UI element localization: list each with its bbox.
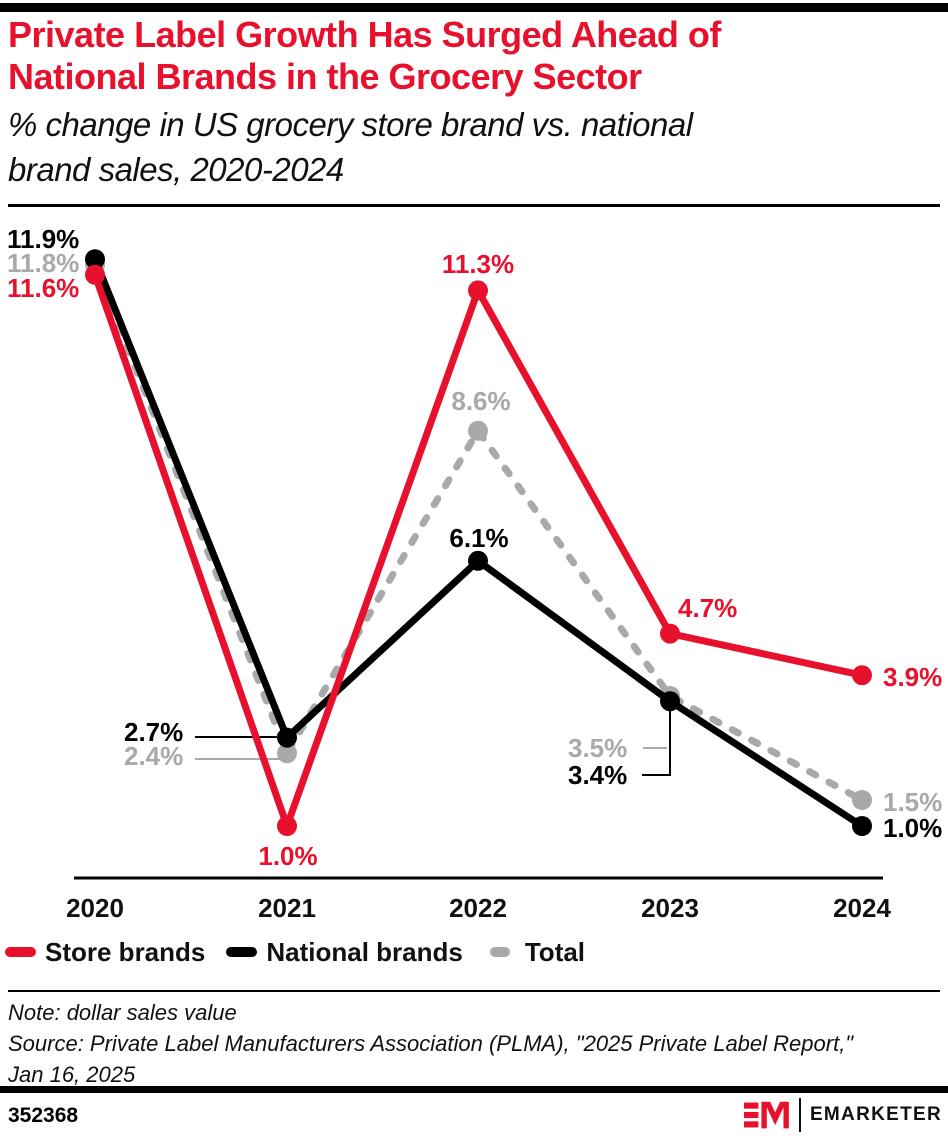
data-label-national-brands-2024: 1.0% — [883, 813, 943, 843]
x-axis-label-2021: 2021 — [258, 893, 316, 923]
data-label-national-brands-2021: 2.7% — [124, 717, 184, 747]
brand-logo: EMARKETER — [743, 1096, 942, 1134]
point-national-brands-2024 — [852, 816, 872, 836]
emarketer-em-icon — [743, 1101, 789, 1129]
logo-divider — [798, 1098, 801, 1132]
data-label-total-2022: 8.6% — [451, 386, 511, 416]
point-store-brands-2023 — [660, 623, 680, 644]
point-store-brands-2021 — [277, 816, 297, 836]
x-axis-label-2022: 2022 — [449, 893, 507, 923]
x-axis-label-2024: 2024 — [833, 893, 891, 923]
data-label-national-brands-2023: 3.4% — [568, 760, 628, 790]
source-text-line1: Source: Private Label Manufacturers Asso… — [8, 1031, 854, 1056]
legend-label-store-brands: Store brands — [45, 936, 206, 967]
data-label-total-2020: 11.8% — [7, 248, 80, 278]
note-text: Note: dollar sales value — [8, 1000, 237, 1025]
data-label-national-brands-2022: 6.1% — [449, 523, 509, 553]
emarketer-wordmark: EMARKETER — [809, 1104, 942, 1125]
data-label-total-2023: 3.5% — [568, 733, 628, 763]
chart-subtitle-line2: brand sales, 2020-2024 — [8, 151, 344, 188]
legend-label-national-brands: National brands — [266, 936, 463, 967]
header-divider — [8, 204, 940, 207]
point-national-brands-2021 — [277, 727, 297, 748]
point-store-brands-2022 — [468, 280, 488, 301]
chart-title: Private Label Growth Has Surged Ahead of… — [8, 14, 938, 98]
chart-subtitle-line1: % change in US grocery store brand vs. n… — [8, 106, 693, 143]
x-axis-label-2023: 2023 — [641, 893, 699, 923]
chart-legend: Store brands National brands Total — [5, 936, 585, 968]
legend-label-total: Total — [524, 936, 586, 967]
legend-item-store-brands: Store brands — [5, 937, 205, 968]
leader-line-3 — [642, 708, 671, 776]
chart-title-line1: Private Label Growth Has Surged Ahead of — [8, 14, 721, 55]
point-national-brands-2020 — [85, 249, 105, 270]
chart-title-line2: National Brands in the Grocery Sector — [8, 56, 642, 97]
point-total-2021 — [277, 743, 297, 764]
point-total-2024 — [852, 790, 872, 810]
total-swatch — [489, 947, 510, 957]
point-total-2022 — [468, 420, 488, 441]
notes-block: Note: dollar sales value Source: Private… — [8, 997, 942, 1090]
point-national-brands-2023 — [660, 691, 680, 712]
point-store-brands-2024 — [852, 665, 872, 686]
top-accent-bar — [0, 3, 948, 12]
legend-item-total: Total — [484, 937, 585, 968]
data-label-store-brands-2023: 4.7% — [678, 593, 738, 623]
source-text-line2: Jan 16, 2025 — [8, 1062, 136, 1087]
point-store-brands-2020 — [85, 264, 105, 285]
legend-item-national-brands: National brands — [226, 936, 463, 968]
notes-divider — [8, 990, 940, 992]
x-axis-label-2020: 2020 — [66, 893, 124, 923]
data-label-store-brands-2022: 11.3% — [441, 249, 515, 279]
store-brands-swatch — [5, 947, 36, 957]
data-label-total-2021: 2.4% — [124, 741, 184, 771]
footer-bar — [0, 1086, 948, 1093]
data-label-store-brands-2020: 11.6% — [7, 273, 80, 303]
national-brands-swatch — [226, 947, 258, 957]
data-label-store-brands-2024: 3.9% — [883, 662, 943, 692]
point-national-brands-2022 — [468, 550, 488, 571]
data-label-national-brands-2020: 11.9% — [7, 224, 80, 254]
chart-subtitle: % change in US grocery store brand vs. n… — [8, 102, 938, 192]
data-label-store-brands-2021: 1.0% — [258, 841, 318, 871]
data-label-total-2024: 1.5% — [883, 787, 943, 817]
chart-id: 352368 — [8, 1104, 79, 1127]
